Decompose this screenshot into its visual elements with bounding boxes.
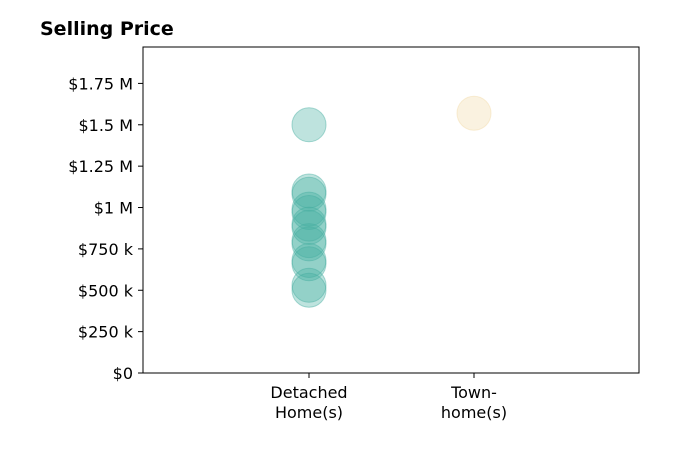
y-tick-label: $1.25 M	[68, 157, 133, 176]
data-point	[456, 95, 492, 131]
y-tick-label: $250 k	[78, 323, 134, 342]
data-point	[291, 173, 327, 209]
y-tick-label: $0	[113, 364, 133, 383]
data-point	[291, 246, 327, 282]
data-point	[291, 194, 327, 230]
data-point	[291, 242, 327, 278]
y-tick-label: $750 k	[78, 240, 134, 259]
chart-title: Selling Price	[40, 18, 174, 40]
data-point	[291, 272, 327, 308]
x-tick-label: Town-	[450, 383, 497, 402]
data-point	[291, 176, 327, 212]
y-axis: $0 $250 k $500 k $750 k $1 M $1.25 M $1.5 M $1.…	[68, 74, 143, 383]
x-tick-label: Home(s)	[275, 403, 343, 422]
data-point	[291, 209, 327, 245]
data-point	[291, 107, 327, 143]
plot-frame	[142, 46, 640, 374]
y-tick-label: $1.75 M	[68, 74, 133, 93]
y-tick-label: $1 M	[94, 199, 133, 218]
y-tick-label: $1.5 M	[78, 116, 133, 135]
x-tick-label: Detached	[270, 383, 347, 402]
data-point	[291, 223, 327, 259]
data-point	[291, 191, 327, 227]
y-tick-label: $500 k	[78, 281, 134, 300]
data-point	[291, 226, 327, 262]
x-tick-label: home(s)	[441, 403, 507, 422]
data-point	[291, 267, 327, 303]
data-point	[291, 206, 327, 242]
points-layer	[291, 95, 492, 308]
